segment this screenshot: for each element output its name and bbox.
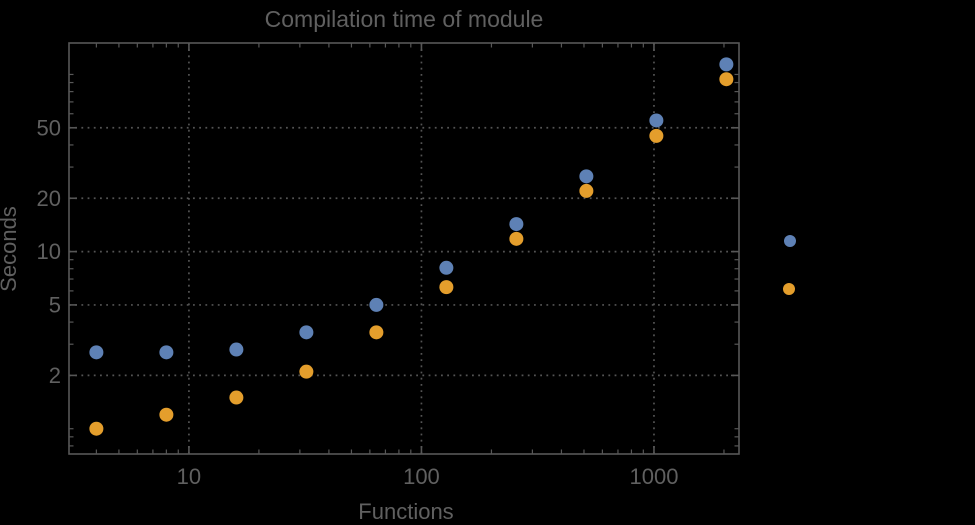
- x-tick-label: 1000: [629, 464, 678, 489]
- data-point-series-2: [159, 407, 174, 422]
- data-point-series-2: [509, 231, 524, 246]
- x-axis-label: Functions: [358, 499, 453, 524]
- y-axis-label: Seconds: [0, 206, 21, 292]
- data-point-series-2: [719, 72, 734, 87]
- data-point-series-1: [439, 260, 454, 275]
- data-point-series-2: [579, 183, 594, 198]
- data-point-series-2: [369, 325, 384, 340]
- x-tick-label: 100: [403, 464, 440, 489]
- frame-rect: [68, 42, 740, 455]
- data-point-series-1: [159, 345, 174, 360]
- data-point-series-1: [509, 217, 524, 232]
- y-tick-label: 2: [49, 363, 61, 388]
- data-point-series-1: [369, 297, 384, 312]
- tick-labels: 10 100 1000 2 5 10 20 50: [37, 115, 679, 489]
- data-point-series-1: [89, 345, 104, 360]
- axis-ticks: [69, 43, 739, 454]
- legend-marker-series-2: [783, 283, 795, 295]
- data-points: [89, 57, 734, 436]
- data-point-series-1: [719, 57, 734, 72]
- y-tick-label: 10: [37, 239, 61, 264]
- x-tick-label: 10: [177, 464, 201, 489]
- data-point-series-2: [229, 390, 244, 405]
- legend-marker-series-1: [784, 235, 796, 247]
- data-point-series-1: [579, 169, 594, 184]
- y-tick-label: 5: [49, 292, 61, 317]
- data-point-series-1: [229, 342, 244, 357]
- y-tick-label: 50: [37, 115, 61, 140]
- data-point-series-2: [89, 421, 104, 436]
- data-point-series-1: [649, 113, 664, 128]
- y-tick-label: 20: [37, 186, 61, 211]
- data-point-series-2: [299, 364, 314, 379]
- chart-title: Compilation time of module: [265, 6, 544, 32]
- data-point-series-2: [439, 280, 454, 295]
- legend: [783, 235, 796, 295]
- data-point-series-2: [649, 128, 664, 143]
- data-point-series-1: [299, 325, 314, 340]
- plot-frame: [68, 42, 740, 455]
- grid-lines: [69, 43, 739, 454]
